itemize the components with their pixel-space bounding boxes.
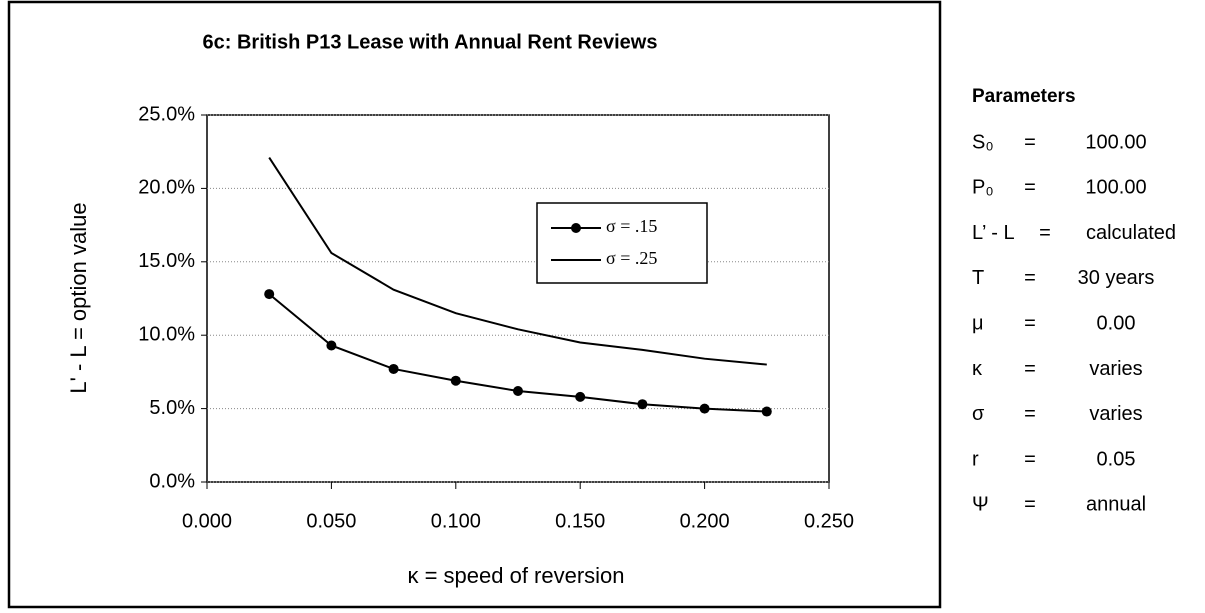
param-value: calculated xyxy=(1086,222,1176,244)
y-tick-label: 10.0% xyxy=(138,323,195,345)
x-tick-label: 0.000 xyxy=(182,510,232,532)
param-symbol: κ xyxy=(972,358,983,380)
param-symbol: μ xyxy=(972,312,984,334)
x-tick-label: 0.200 xyxy=(680,510,730,532)
param-equals: = xyxy=(1024,312,1036,334)
legend-box xyxy=(536,202,708,284)
param-equals: = xyxy=(1024,358,1036,380)
marker xyxy=(264,289,275,300)
y-tick-label: 0.0% xyxy=(149,470,195,492)
x-tick-label: 0.050 xyxy=(306,510,356,532)
param-value: varies xyxy=(1089,403,1142,425)
marker xyxy=(699,403,710,414)
param-symbol: σ xyxy=(972,403,985,425)
x-tick-label: 0.150 xyxy=(555,510,605,532)
param-symbol: S₀ xyxy=(972,131,994,153)
marker xyxy=(513,385,523,396)
marker xyxy=(575,391,586,402)
y-tick-label: 15.0% xyxy=(138,250,195,272)
series-line xyxy=(268,157,767,366)
param-equals: = xyxy=(1024,177,1036,199)
param-symbol: Ψ xyxy=(972,494,989,516)
marker xyxy=(326,340,337,351)
y-tick-label: 25.0% xyxy=(138,103,195,125)
param-equals: = xyxy=(1024,131,1036,153)
marker xyxy=(761,406,772,417)
x-axis-label: κ = speed of reversion xyxy=(407,563,624,588)
param-value: varies xyxy=(1089,358,1142,380)
plot-area xyxy=(206,114,830,483)
param-value: 0.05 xyxy=(1097,448,1136,470)
legend-marker xyxy=(571,223,581,233)
param-value: 100.00 xyxy=(1085,177,1146,199)
param-symbol: L’ - L xyxy=(972,222,1015,244)
param-equals: = xyxy=(1024,494,1036,516)
marker xyxy=(637,399,648,410)
x-tick-label: 0.250 xyxy=(804,510,854,532)
param-symbol: r xyxy=(972,448,979,470)
y-tick-label: 20.0% xyxy=(138,177,195,199)
parameters-title: Parameters xyxy=(972,86,1076,107)
param-equals: = xyxy=(1024,267,1036,289)
param-equals: = xyxy=(1024,403,1036,425)
x-tick-label: 0.100 xyxy=(431,510,481,532)
param-equals: = xyxy=(1039,222,1051,244)
marker xyxy=(388,363,399,374)
param-symbol: P₀ xyxy=(972,177,994,199)
legend-label: σ = .15 xyxy=(606,216,657,236)
marker xyxy=(450,375,461,386)
param-symbol: T xyxy=(972,267,984,289)
param-value: 100.00 xyxy=(1085,131,1146,153)
param-value: 0.00 xyxy=(1097,312,1136,334)
param-equals: = xyxy=(1024,448,1036,470)
legend-label: σ = .25 xyxy=(606,248,657,268)
param-value: 30 years xyxy=(1078,267,1155,289)
param-value: annual xyxy=(1086,494,1146,516)
y-axis-label: L' - L = option value xyxy=(66,202,91,393)
chart-title: 6c: British P13 Lease with Annual Rent R… xyxy=(203,31,658,53)
y-tick-label: 5.0% xyxy=(149,397,195,419)
